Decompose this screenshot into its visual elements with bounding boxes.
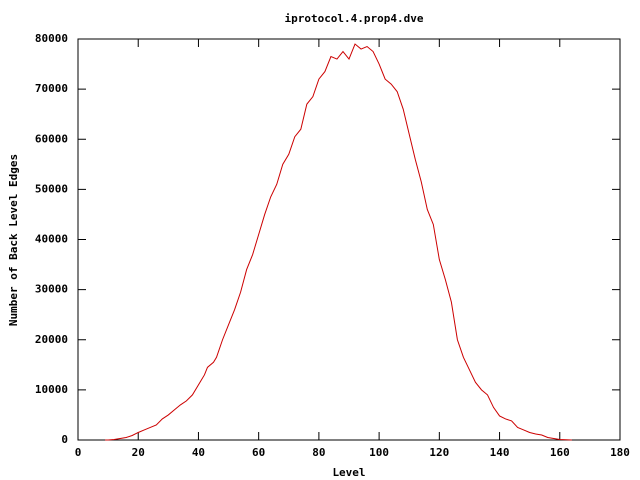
y-tick-label: 20000 bbox=[35, 333, 68, 346]
y-axis-label: Number of Back Level Edges bbox=[7, 154, 20, 326]
y-tick-label: 60000 bbox=[35, 132, 68, 145]
x-tick-label: 60 bbox=[252, 446, 265, 459]
chart-title: iprotocol.4.prop4.dve bbox=[284, 12, 423, 25]
y-tick-label: 50000 bbox=[35, 182, 68, 195]
data-line bbox=[105, 43, 572, 441]
x-tick-label: 160 bbox=[550, 446, 570, 459]
x-tick-label: 20 bbox=[132, 446, 145, 459]
x-tick-label: 140 bbox=[490, 446, 510, 459]
y-tick-label: 10000 bbox=[35, 383, 68, 396]
x-tick-label: 120 bbox=[429, 446, 449, 459]
y-tick-label: 30000 bbox=[35, 283, 68, 296]
y-tick-label: 80000 bbox=[35, 32, 68, 45]
y-tick-label: 0 bbox=[61, 433, 68, 446]
x-tick-label: 0 bbox=[75, 446, 82, 459]
x-tick-label: 100 bbox=[369, 446, 389, 459]
x-tick-label: 80 bbox=[312, 446, 325, 459]
x-tick-label: 40 bbox=[192, 446, 205, 459]
x-axis-label: Level bbox=[332, 466, 365, 479]
y-tick-label: 40000 bbox=[35, 233, 68, 246]
plot-frame bbox=[77, 38, 621, 441]
x-tick-label: 180 bbox=[610, 446, 630, 459]
y-tick-label: 70000 bbox=[35, 82, 68, 95]
